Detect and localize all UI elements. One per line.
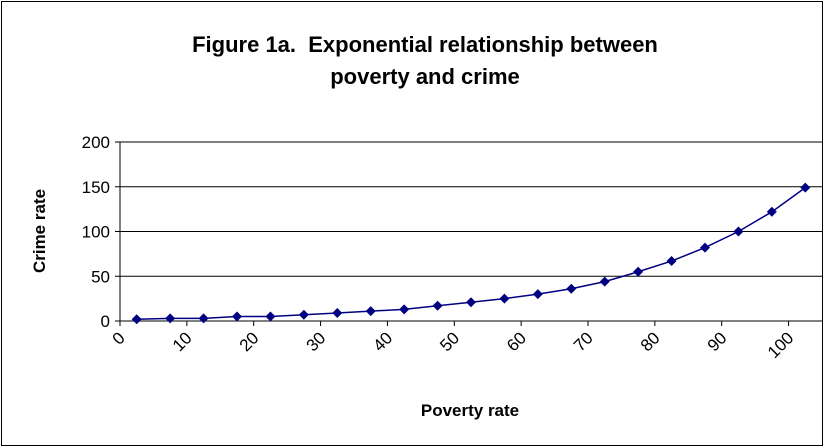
marker <box>432 300 443 311</box>
marker <box>733 226 744 237</box>
y-tick-label: 0 <box>101 312 110 331</box>
y-tick-label: 100 <box>82 223 110 242</box>
marker <box>599 276 610 287</box>
marker <box>666 256 677 267</box>
marker <box>298 309 309 320</box>
y-axis-label: Crime rate <box>30 189 49 273</box>
marker <box>332 307 343 318</box>
marker <box>265 311 276 322</box>
marker <box>532 289 543 300</box>
chart-title: Figure 1a. Exponential relationship betw… <box>192 32 658 57</box>
marker <box>365 306 376 317</box>
marker <box>399 304 410 315</box>
marker <box>466 297 476 308</box>
marker <box>198 313 209 324</box>
chart-title: poverty and crime <box>330 64 520 89</box>
marker <box>800 182 811 193</box>
marker <box>566 283 577 294</box>
marker <box>165 313 176 324</box>
marker <box>766 206 777 217</box>
marker <box>633 266 644 277</box>
marker <box>700 242 710 253</box>
marker <box>499 293 510 304</box>
marker <box>131 314 142 325</box>
marker <box>232 311 242 322</box>
y-tick-label: 150 <box>82 178 110 197</box>
y-tick-label: 200 <box>82 133 110 152</box>
x-axis-label: Poverty rate <box>421 401 519 420</box>
y-tick-label: 50 <box>91 267 110 286</box>
